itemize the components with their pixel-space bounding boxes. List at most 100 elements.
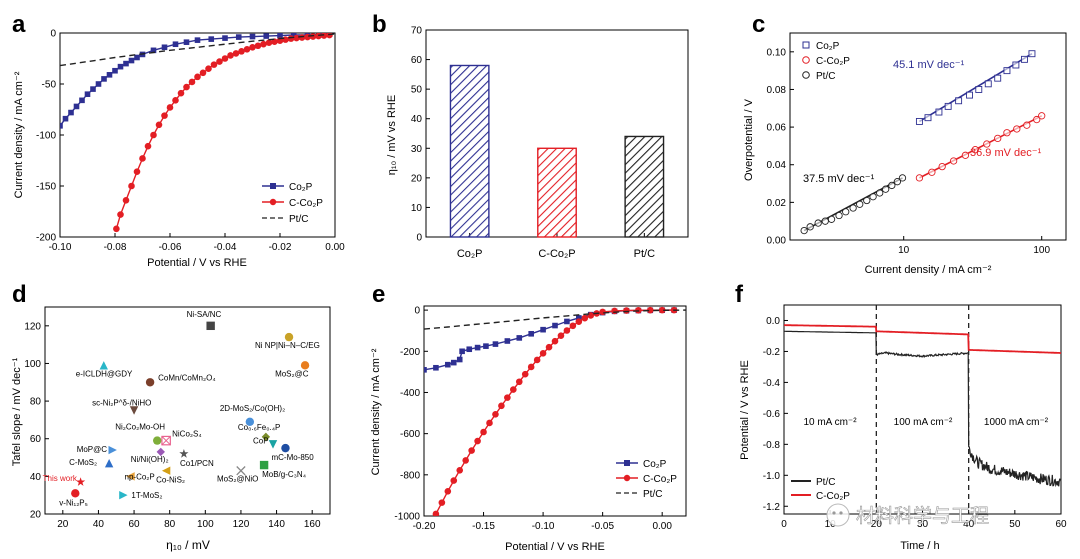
data-point-c-co-p bbox=[515, 378, 523, 386]
y-tick-label-d: 80 bbox=[30, 397, 42, 408]
point-label-d: CoMn/CoMn₂O₄ bbox=[158, 373, 216, 382]
data-point-pt-c bbox=[888, 181, 896, 190]
y-axis-label-b: η₁₀ / mV vs RHE bbox=[386, 95, 398, 175]
y-axis-label-d: Tafel slope / mV dec⁻¹ bbox=[11, 357, 23, 466]
data-point-c-co-p bbox=[527, 363, 535, 371]
data-point-co-p bbox=[1021, 55, 1028, 63]
legend-label-cco2p-a: C-Co₂P bbox=[289, 198, 323, 209]
y-tick-label-a: -150 bbox=[36, 182, 56, 193]
wechat-icon-eye-right bbox=[839, 511, 843, 515]
data-point-pt-c bbox=[882, 185, 890, 193]
legend-marker-co2p-c bbox=[802, 41, 810, 49]
legend-marker-co2p-a bbox=[270, 183, 276, 189]
data-point-c-co-p bbox=[128, 182, 135, 190]
y-axis-label-f: Potential / V vs RHE bbox=[739, 360, 751, 460]
panel-label-f: f bbox=[735, 281, 744, 308]
watermark-text: 材料科学与工程 bbox=[856, 505, 989, 527]
data-point-co-p bbox=[552, 322, 558, 329]
point-label-d: C-MoS₂ bbox=[69, 458, 97, 467]
data-point-c-co-p bbox=[205, 65, 212, 72]
legend-marker-co2p-e bbox=[624, 460, 630, 466]
x-tick-label-f: 20 bbox=[871, 519, 883, 530]
legend-label-ptc-e: Pt/C bbox=[643, 489, 662, 500]
data-point-co-p bbox=[935, 108, 943, 116]
data-point-c-co-p bbox=[599, 308, 606, 316]
data-point-pt-c bbox=[814, 219, 822, 227]
data-point-pt-c bbox=[800, 226, 808, 235]
y-tick-label-f: 0.0 bbox=[766, 316, 780, 327]
data-point-co-p bbox=[944, 102, 952, 110]
data-point-pt-c bbox=[821, 217, 829, 225]
data-point-co-p bbox=[90, 86, 96, 92]
data-point-c-co-p bbox=[646, 306, 654, 314]
point-d-21 bbox=[71, 489, 80, 498]
data-point-co-p bbox=[450, 359, 457, 366]
x-tick-label-c: 10 bbox=[898, 245, 910, 256]
data-point-c-co-p bbox=[581, 314, 589, 322]
data-point-co-p bbox=[433, 364, 439, 371]
data-point-c-co-p bbox=[183, 83, 190, 91]
point-label-d: Ni/Ni(OH)₂ bbox=[131, 455, 169, 464]
y-tick-label-c: 0.00 bbox=[767, 236, 787, 247]
data-point-c-co-p bbox=[227, 52, 234, 59]
data-point-c-co-p bbox=[166, 104, 174, 111]
data-point-c-co-p bbox=[122, 196, 130, 204]
legend-e: Co₂P C-Co₂P Pt/C bbox=[616, 459, 677, 500]
y-tick-label-b: 0 bbox=[416, 233, 422, 244]
data-point-co-p bbox=[123, 60, 129, 67]
data-point-c-co-p bbox=[265, 39, 273, 46]
y-tick-label-e: -200 bbox=[400, 347, 420, 358]
x-tick-label-f: 50 bbox=[1009, 519, 1021, 530]
data-point-c-co-p bbox=[510, 386, 517, 393]
y-tick-label-d: 20 bbox=[30, 510, 42, 521]
legend-marker-cco2p-c bbox=[802, 56, 810, 64]
data-point-c-co-p bbox=[551, 337, 559, 345]
legend-label-cco2p-f: C-Co₂P bbox=[816, 491, 850, 502]
data-point-c-co-p bbox=[545, 343, 553, 351]
series-line-pt-c bbox=[60, 33, 335, 67]
point-label-d: Ni₂Co₂Mo-OH bbox=[115, 423, 165, 432]
y-tick-label-f: -0.6 bbox=[763, 409, 781, 420]
x-tick-label-f: 0 bbox=[781, 519, 787, 530]
data-point-co-p bbox=[290, 33, 297, 38]
data-point-c-co-p bbox=[474, 437, 481, 445]
x-tick-label-e: -0.05 bbox=[591, 521, 614, 532]
y-tick-label-c: 0.02 bbox=[767, 198, 787, 209]
y-tick-label-b: 70 bbox=[411, 26, 423, 37]
data-point-c-co-p bbox=[1033, 115, 1041, 124]
wechat-icon bbox=[826, 503, 850, 527]
slope-label-ptc: 37.5 mV dec⁻¹ bbox=[803, 173, 875, 185]
legend-f: Pt/C C-Co₂P bbox=[791, 477, 850, 502]
data-point-pt-c bbox=[842, 208, 850, 216]
data-point-c-co-p bbox=[468, 447, 475, 454]
category-label-b: C-Co₂P bbox=[538, 248, 575, 260]
point-d-1 bbox=[284, 332, 294, 342]
point-d-14 bbox=[179, 449, 189, 458]
data-point-c-co-p bbox=[144, 142, 152, 150]
axes-d: 20 40 60 80 100 120 140 160 20 40 60 80 100 120 bbox=[24, 321, 321, 530]
data-point-c-co-p bbox=[161, 112, 168, 119]
point-label-d: 1T-MoS₂ bbox=[131, 491, 162, 500]
point-d-15 bbox=[104, 458, 114, 468]
x-tick-label-d: 140 bbox=[268, 519, 285, 530]
y-axis-label-e: Current density / mA cm⁻² bbox=[370, 348, 382, 475]
data-point-c-co-p bbox=[994, 134, 1002, 143]
data-point-co-p bbox=[1003, 67, 1011, 75]
data-point-c-co-p bbox=[432, 510, 440, 516]
data-point-c-co-p bbox=[1023, 121, 1031, 129]
legend-label-ptc-c: Pt/C bbox=[816, 71, 835, 82]
y-tick-label-e: 0 bbox=[414, 306, 420, 317]
point-d-13 bbox=[156, 447, 165, 457]
panel-a: a -0.10 -0.08 -0.06 -0.04 -0.02 0.00-200-150-… bbox=[12, 11, 345, 269]
data-point-c-co-p bbox=[271, 38, 278, 45]
plot-area-a bbox=[60, 33, 335, 233]
data-point-co-p bbox=[445, 361, 451, 368]
legend-label-ptc-f: Pt/C bbox=[816, 477, 835, 488]
x-tick-label-a: -0.06 bbox=[159, 242, 182, 253]
data-point-co-p bbox=[150, 47, 157, 54]
watermark: 材料科学与工程 bbox=[826, 503, 989, 527]
x-tick-label-a: -0.10 bbox=[49, 242, 72, 253]
data-point-co-p bbox=[984, 80, 992, 88]
data-point-c-co-p bbox=[150, 131, 157, 139]
point-d-7 bbox=[261, 432, 271, 442]
